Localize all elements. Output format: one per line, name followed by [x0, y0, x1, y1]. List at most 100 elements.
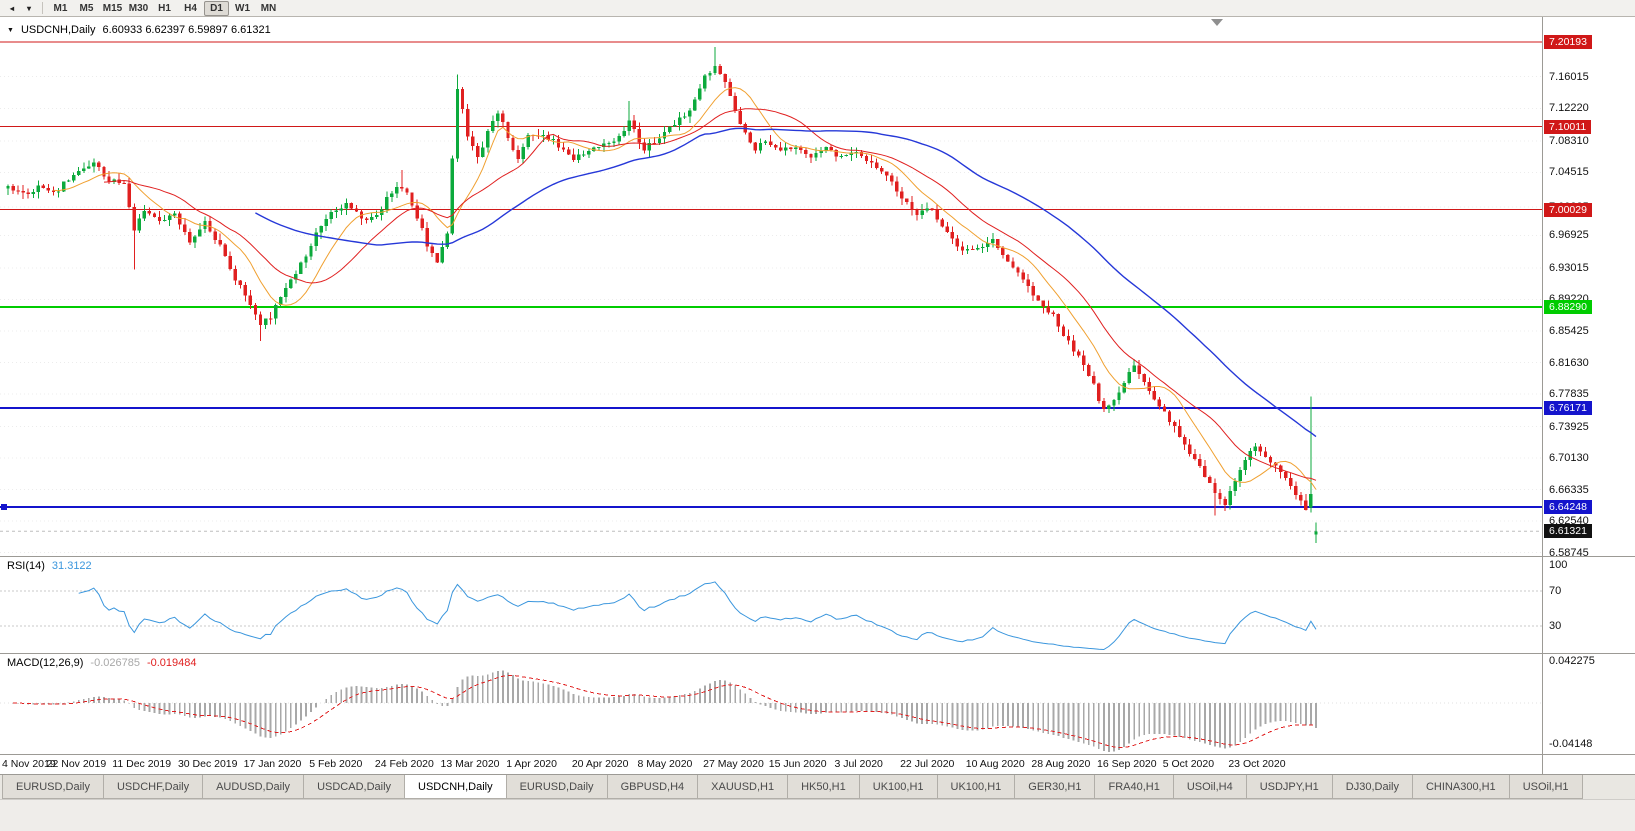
- price-level-badge: 6.64248: [1544, 499, 1592, 514]
- timeframe-button-h1[interactable]: H1: [158, 2, 171, 14]
- date-axis-label: 10 Aug 2020: [965, 758, 1025, 770]
- chart-tab[interactable]: DJ30,Daily: [1331, 775, 1413, 799]
- chart-title: ▼ USDCNH,Daily 6.60933 6.62397 6.59897 6…: [7, 24, 271, 36]
- price-axis-label: 6.58745: [1549, 546, 1589, 559]
- date-axis-label: 5 Oct 2020: [1162, 758, 1215, 770]
- price-axis-label: 6.66335: [1549, 483, 1589, 496]
- date-axis-label: 23 Oct 2020: [1228, 758, 1286, 770]
- timeframe-button-d1[interactable]: D1: [204, 0, 229, 16]
- date-axis-label: 30 Dec 2019: [177, 758, 238, 770]
- price-axis-label: 6.73925: [1549, 420, 1589, 433]
- current-price-badge: 6.61321: [1544, 524, 1592, 539]
- symbol-menu-arrow-icon[interactable]: ▼: [7, 26, 14, 34]
- chart-tab[interactable]: EURUSD,Daily: [505, 775, 608, 799]
- date-axis-label: 1 Apr 2020: [506, 758, 557, 770]
- level-anchor-marker: [1, 503, 7, 510]
- date-axis-label: 13 Mar 2020: [440, 758, 500, 770]
- date-axis-label: 24 Feb 2020: [374, 758, 434, 770]
- price-axis-label: 6.81630: [1549, 356, 1589, 369]
- chart-tab[interactable]: HK50,H1: [787, 775, 860, 799]
- panel-separator[interactable]: [0, 653, 1635, 654]
- price-axis-label: 7.16015: [1549, 70, 1589, 83]
- date-axis-label: 27 May 2020: [703, 758, 764, 770]
- date-axis-label: 28 Aug 2020: [1031, 758, 1091, 770]
- chart-tab[interactable]: CHINA300,H1: [1411, 775, 1510, 799]
- chart-tab[interactable]: XAUUSD,H1: [697, 775, 789, 799]
- ma-fast-line: [53, 87, 1317, 490]
- date-axis-label: 5 Feb 2020: [309, 758, 363, 770]
- chart-tab[interactable]: UK100,H1: [936, 775, 1016, 799]
- price-axis-label: 6.85425: [1549, 324, 1589, 337]
- chart-tab[interactable]: GBPUSD,H4: [606, 775, 699, 799]
- timeframe-button-m15[interactable]: M15: [102, 2, 123, 14]
- price-axis-label: 7.12220: [1549, 102, 1589, 115]
- scroll-left-icon[interactable]: ◂: [9, 3, 14, 13]
- chart-tab[interactable]: GER30,H1: [1014, 775, 1096, 799]
- date-axis-label: 8 May 2020: [637, 758, 693, 770]
- timeframe-button-m5[interactable]: M5: [79, 2, 94, 14]
- rsi-axis-label: 70: [1549, 585, 1562, 598]
- rsi-panel: [0, 581, 1542, 651]
- panel-separator[interactable]: [0, 556, 1635, 557]
- rsi-axis-label: 30: [1549, 619, 1562, 632]
- macd-axis-label: 0.042275: [1549, 655, 1595, 667]
- macd-indicator-label: MACD(12,26,9) -0.026785 -0.019484: [7, 657, 197, 669]
- price-level-badge: 6.88290: [1544, 300, 1592, 315]
- chart-tab[interactable]: EURUSD,Daily: [2, 775, 104, 799]
- status-bar: [0, 799, 1635, 831]
- timeframe-button-mn[interactable]: MN: [260, 2, 277, 14]
- price-level-badge: 7.10011: [1544, 119, 1592, 134]
- macd-main-value: -0.026785: [90, 657, 140, 669]
- chart-tab[interactable]: USOil,H4: [1172, 775, 1247, 799]
- chart-tab[interactable]: USDCAD,Daily: [303, 775, 406, 799]
- panel-separator: [0, 754, 1635, 755]
- rsi-line: [78, 581, 1317, 651]
- date-axis-label: 4 Nov 2019: [2, 758, 56, 770]
- price-axis-label: 6.62540: [1549, 515, 1589, 528]
- date-axis-label: 15 Jun 2020: [768, 758, 827, 770]
- chart-tab[interactable]: USDCNH,Daily: [404, 775, 507, 799]
- macd-axis-label: -0.04148: [1549, 738, 1593, 750]
- chart-tab[interactable]: UK100,H1: [858, 775, 938, 799]
- date-axis-label: 22 Jul 2020: [900, 758, 955, 770]
- macd-name: MACD(12,26,9): [7, 657, 84, 669]
- price-axis-label: 6.70130: [1549, 452, 1589, 465]
- ma-medium-line: [103, 108, 1317, 481]
- chart-tab[interactable]: USOil,H1: [1508, 775, 1583, 799]
- macd-panel: [0, 670, 1542, 752]
- price-axis-label: 7.04515: [1549, 166, 1589, 179]
- timeframe-buttons: M1 M5 M15 M30 H1 H4 D1 W1 MN: [48, 0, 281, 16]
- timeframe-button-h4[interactable]: H4: [184, 2, 197, 14]
- date-axis-label: 22 Nov 2019: [46, 758, 107, 770]
- chart-tab-bar: EURUSD,Daily USDCHF,Daily AUDUSD,Daily USDC…: [0, 774, 1635, 799]
- price-level-badge: 7.00029: [1544, 202, 1592, 217]
- ma-slow-line: [255, 127, 1317, 438]
- rsi-indicator-label: RSI(14) 31.3122: [7, 560, 92, 572]
- chart-tab[interactable]: FRA40,H1: [1094, 775, 1174, 799]
- price-level-badge: 7.20193: [1544, 34, 1592, 49]
- chart-tab[interactable]: AUDUSD,Daily: [202, 775, 305, 799]
- macd-signal-line: [13, 674, 1317, 749]
- timeframe-button-m30[interactable]: M30: [128, 2, 149, 14]
- date-axis-label: 17 Jan 2020: [243, 758, 302, 770]
- price-axis-border: [1542, 17, 1543, 774]
- price-axis-label: 7.08310: [1549, 134, 1589, 147]
- rsi-value: 31.3122: [51, 560, 92, 572]
- chart-shift-marker-icon[interactable]: [1211, 19, 1223, 26]
- price-axis-label: 6.77835: [1549, 388, 1589, 401]
- date-axis-label: 3 Jul 2020: [834, 758, 883, 770]
- chart-ohlc-values: 6.60933 6.62397 6.59897 6.61321: [102, 24, 271, 36]
- rsi-axis-label: 100: [1549, 558, 1568, 571]
- chart-tab[interactable]: USDJPY,H1: [1245, 775, 1333, 799]
- timeframe-button-w1[interactable]: W1: [235, 2, 250, 14]
- timeframe-button-m1[interactable]: M1: [53, 2, 68, 14]
- date-axis-label: 11 Dec 2019: [112, 758, 172, 770]
- date-axis-label: 16 Sep 2020: [1097, 758, 1157, 770]
- price-axis-label: 6.96925: [1549, 229, 1589, 242]
- toolbar-menu-caret-icon[interactable]: ▾: [26, 3, 31, 13]
- date-axis-label: 20 Apr 2020: [571, 758, 629, 770]
- chart-tab[interactable]: USDCHF,Daily: [102, 775, 204, 799]
- chart-symbol-period: USDCNH,Daily: [20, 24, 96, 36]
